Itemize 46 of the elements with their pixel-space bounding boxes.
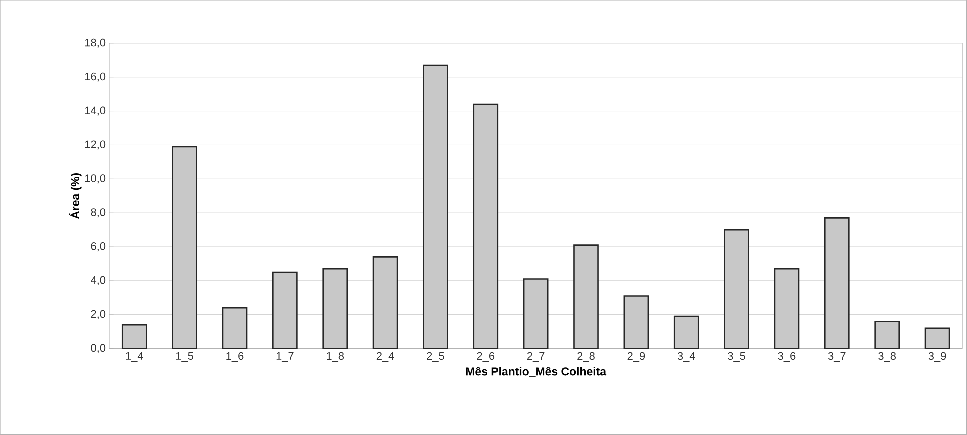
bar: [674, 316, 700, 350]
x-tick-label: 2_6: [477, 352, 495, 362]
x-tick-label: 3_4: [678, 352, 696, 362]
x-tick-label: 3_6: [778, 352, 796, 362]
y-tick-label: 6,0: [91, 242, 106, 252]
bar: [222, 307, 248, 350]
y-tick-label: 16,0: [85, 72, 106, 82]
bar: [372, 256, 398, 350]
bar: [824, 217, 850, 350]
x-tick-label: 1_7: [276, 352, 294, 362]
y-tick-label: 2,0: [91, 310, 106, 320]
x-tick-label: 1_4: [126, 352, 144, 362]
x-tick-label: 1_5: [176, 352, 194, 362]
bar: [423, 64, 448, 350]
bar: [523, 278, 549, 350]
y-tick-label: 18,0: [85, 38, 106, 48]
x-tick-label: 1_8: [327, 352, 344, 362]
y-tick-label: 4,0: [91, 276, 106, 286]
bar: [122, 324, 148, 350]
bar: [774, 268, 800, 350]
x-tick-label: 2_8: [578, 352, 595, 362]
y-axis-title: Área (%): [69, 173, 82, 219]
bar: [322, 268, 348, 350]
x-tick-label: 3_9: [928, 352, 946, 362]
bar: [574, 244, 599, 350]
x-tick-label: 1_6: [226, 352, 244, 362]
y-tick-label: 10,0: [85, 174, 106, 184]
bar: [172, 146, 198, 350]
x-tick-label: 3_5: [728, 352, 746, 362]
x-tick-label: 3_8: [878, 352, 896, 362]
x-tick-label: 2_4: [376, 352, 394, 362]
x-tick-label: 2_5: [427, 352, 444, 362]
x-tick-label: 2_9: [628, 352, 646, 362]
x-axis-title: Mês Plantio_Mês Colheita: [466, 366, 607, 377]
x-tick-label: 3_7: [828, 352, 846, 362]
bar: [924, 328, 950, 350]
bar: [874, 320, 900, 350]
bar: [724, 229, 750, 350]
y-tick-label: 12,0: [85, 140, 106, 150]
bar: [473, 104, 499, 350]
y-tick-label: 14,0: [85, 106, 106, 116]
y-tick-label: 8,0: [91, 208, 106, 218]
y-tick-label: 0,0: [91, 344, 106, 354]
x-tick-label: 2_7: [527, 352, 545, 362]
bar: [624, 295, 650, 350]
bar: [272, 272, 298, 350]
